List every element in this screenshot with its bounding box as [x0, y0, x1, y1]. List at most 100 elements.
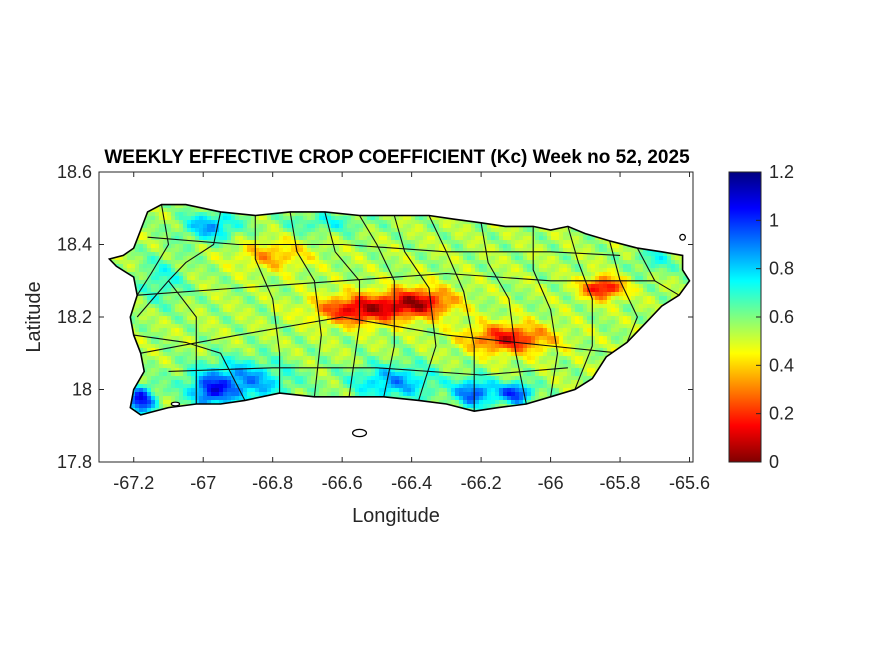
- kc-cell: [347, 220, 352, 225]
- kc-cell: [547, 248, 552, 253]
- kc-cell: [379, 308, 384, 313]
- kc-cell: [283, 292, 288, 297]
- kc-cell: [231, 268, 236, 273]
- kc-cell: [347, 232, 352, 237]
- kc-cell: [263, 244, 268, 249]
- kc-cell: [495, 316, 500, 321]
- kc-cell: [483, 252, 488, 257]
- kc-cell: [287, 296, 292, 301]
- kc-cell: [275, 300, 280, 305]
- kc-cell: [319, 312, 324, 317]
- kc-cell: [287, 212, 292, 217]
- kc-cell: [483, 312, 488, 317]
- kc-cell: [339, 320, 344, 325]
- kc-cell: [395, 300, 400, 305]
- kc-cell: [603, 320, 608, 325]
- kc-cell: [147, 328, 152, 333]
- kc-cell: [187, 212, 192, 217]
- kc-cell: [447, 264, 452, 269]
- kc-cell: [559, 288, 564, 293]
- kc-cell: [231, 316, 236, 321]
- kc-cell: [679, 284, 684, 289]
- kc-cell: [331, 308, 336, 313]
- kc-cell: [127, 264, 132, 269]
- kc-cell: [383, 268, 388, 273]
- kc-cell: [603, 260, 608, 265]
- kc-cell: [287, 252, 292, 257]
- kc-cell: [211, 308, 216, 313]
- kc-cell: [443, 236, 448, 241]
- kc-cell: [447, 320, 452, 325]
- kc-cell: [219, 232, 224, 237]
- kc-cell: [483, 256, 488, 261]
- kc-cell: [639, 256, 644, 261]
- kc-cell: [219, 244, 224, 249]
- kc-cell: [647, 272, 652, 277]
- kc-cell: [495, 272, 500, 277]
- kc-cell: [319, 296, 324, 301]
- kc-cell: [255, 272, 260, 277]
- kc-cell: [227, 292, 232, 297]
- kc-cell: [299, 248, 304, 253]
- kc-cell: [315, 272, 320, 277]
- kc-cell: [203, 300, 208, 305]
- kc-cell: [607, 328, 612, 333]
- kc-cell: [147, 304, 152, 309]
- kc-cell: [519, 280, 524, 285]
- kc-cell: [347, 308, 352, 313]
- kc-cell: [207, 252, 212, 257]
- kc-cell: [643, 316, 648, 321]
- kc-cell: [491, 284, 496, 289]
- kc-cell: [295, 280, 300, 285]
- kc-cell: [339, 220, 344, 225]
- kc-cell: [343, 316, 348, 321]
- kc-cell: [207, 272, 212, 277]
- kc-cell: [327, 316, 332, 321]
- kc-cell: [335, 312, 340, 317]
- kc-cell: [511, 292, 516, 297]
- kc-cell: [611, 316, 616, 321]
- kc-cell: [343, 312, 348, 317]
- kc-cell: [371, 280, 376, 285]
- kc-cell: [311, 284, 316, 289]
- kc-cell: [455, 328, 460, 333]
- kc-cell: [403, 216, 408, 221]
- kc-cell: [235, 248, 240, 253]
- kc-cell: [467, 312, 472, 317]
- kc-cell: [415, 224, 420, 229]
- kc-cell: [543, 328, 548, 333]
- kc-cell: [179, 264, 184, 269]
- kc-cell: [135, 300, 140, 305]
- kc-cell: [195, 292, 200, 297]
- kc-cell: [295, 224, 300, 229]
- kc-cell: [599, 272, 604, 277]
- kc-cell: [227, 252, 232, 257]
- kc-cell: [223, 260, 228, 265]
- kc-cell: [579, 296, 584, 301]
- kc-cell: [335, 232, 340, 237]
- kc-cell: [355, 244, 360, 249]
- kc-cell: [567, 320, 572, 325]
- kc-cell: [559, 272, 564, 277]
- kc-cell: [307, 236, 312, 241]
- kc-cell: [371, 256, 376, 261]
- kc-cell: [583, 312, 588, 317]
- kc-cell: [199, 208, 204, 213]
- kc-cell: [459, 232, 464, 237]
- kc-cell: [459, 324, 464, 329]
- kc-cell: [491, 236, 496, 241]
- kc-cell: [459, 276, 464, 281]
- kc-cell: [251, 232, 256, 237]
- kc-cell: [171, 280, 176, 285]
- kc-cell: [375, 240, 380, 245]
- kc-cell: [195, 252, 200, 257]
- kc-cell: [167, 292, 172, 297]
- kc-cell: [387, 236, 392, 241]
- kc-cell: [543, 244, 548, 249]
- kc-cell: [359, 228, 364, 233]
- kc-cell: [343, 288, 348, 293]
- kc-cell: [379, 240, 384, 245]
- kc-cell: [599, 268, 604, 273]
- kc-cell: [311, 236, 316, 241]
- kc-cell: [639, 316, 644, 321]
